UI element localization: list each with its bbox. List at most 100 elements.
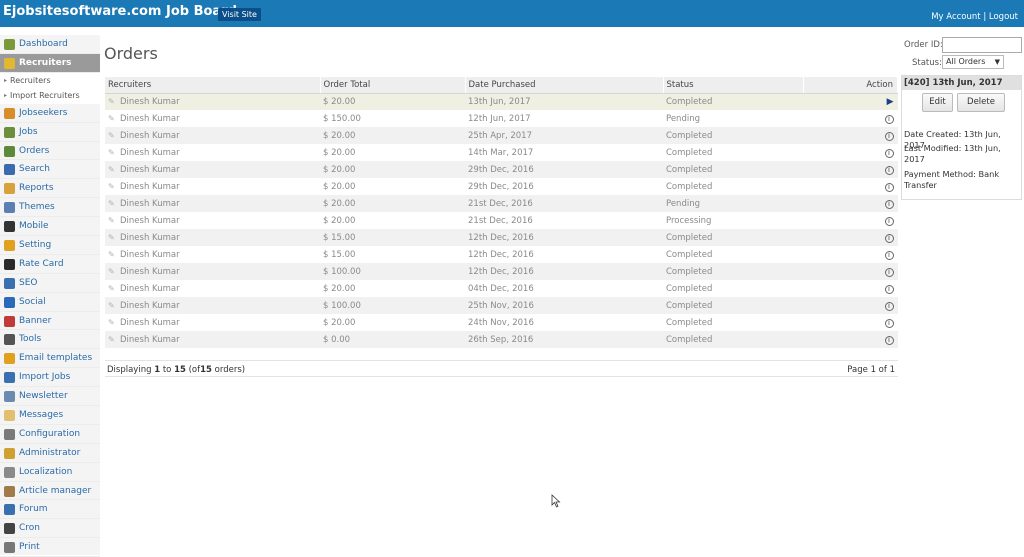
recruiter-name[interactable]: Dinesh Kumar xyxy=(120,249,180,260)
column-header-date-purchased[interactable]: Date Purchased xyxy=(465,77,664,94)
sidebar-item-jobseekers[interactable]: Jobseekers xyxy=(0,104,100,123)
sidebar-item-reports[interactable]: Reports xyxy=(0,179,100,199)
edit-recruiter-icon[interactable]: ✎ xyxy=(108,97,115,107)
column-header-status[interactable]: Status xyxy=(663,77,804,94)
sidebar-item-setting[interactable]: Setting xyxy=(0,236,100,255)
edit-button[interactable]: Edit xyxy=(922,93,953,112)
recruiter-name[interactable]: Dinesh Kumar xyxy=(120,300,180,311)
table-row[interactable]: ✎ Dinesh Kumar $ 150.00 12th Jun, 2017 Pendi… xyxy=(105,110,898,127)
sidebar-item-banner[interactable]: Banner xyxy=(0,312,100,331)
sidebar-item-orders[interactable]: Orders xyxy=(0,142,100,161)
table-row[interactable]: ✎ Dinesh Kumar $ 20.00 14th Mar, 2017 Comple… xyxy=(105,144,898,161)
sidebar-item-themes[interactable]: Themes xyxy=(0,198,100,218)
info-icon[interactable]: i xyxy=(884,148,894,158)
info-icon[interactable]: i xyxy=(884,301,894,311)
sidebar-item-seo[interactable]: SEO xyxy=(0,274,100,293)
edit-recruiter-icon[interactable]: ✎ xyxy=(108,182,115,191)
edit-recruiter-icon[interactable]: ✎ xyxy=(108,284,115,293)
sidebar-item-tools[interactable]: Tools xyxy=(0,330,100,350)
edit-recruiter-icon[interactable]: ✎ xyxy=(108,114,115,123)
sidebar-item-configuration[interactable]: Configuration xyxy=(0,425,100,444)
table-row[interactable]: ✎ Dinesh Kumar $ 20.00 21st Dec, 2016 Pendin… xyxy=(105,195,898,212)
edit-recruiter-icon[interactable]: ✎ xyxy=(108,335,115,344)
recruiter-name[interactable]: Dinesh Kumar xyxy=(120,198,180,209)
table-row[interactable]: ✎ Dinesh Kumar $ 20.00 24th Nov, 2016 Comple… xyxy=(105,314,898,331)
info-icon[interactable]: i xyxy=(884,216,894,226)
edit-recruiter-icon[interactable]: ✎ xyxy=(108,199,115,208)
sidebar-item-email-templates[interactable]: Email templates xyxy=(0,349,100,369)
site-title[interactable]: Ejobsitesoftware.com Job Board xyxy=(3,4,237,19)
table-row[interactable]: ✎ Dinesh Kumar $ 100.00 25th Nov, 2016 Compl… xyxy=(105,297,898,314)
sidebar-item-dashboard[interactable]: Dashboard xyxy=(0,35,100,54)
recruiter-name[interactable]: Dinesh Kumar xyxy=(120,147,180,158)
sidebar-subitem-import-recruiters[interactable]: Import Recruiters xyxy=(0,88,100,104)
edit-recruiter-icon[interactable]: ✎ xyxy=(108,250,115,259)
edit-recruiter-icon[interactable]: ✎ xyxy=(108,131,115,140)
column-header-order-total[interactable]: Order Total xyxy=(320,77,466,94)
delete-button[interactable]: Delete xyxy=(957,93,1005,112)
order-id-input[interactable] xyxy=(942,37,1022,53)
edit-recruiter-icon[interactable]: ✎ xyxy=(108,301,115,310)
sidebar-item-search[interactable]: Search xyxy=(0,160,100,180)
table-row[interactable]: ✎ Dinesh Kumar $ 15.00 12th Dec, 2016 Comple… xyxy=(105,246,898,263)
sidebar-item-rate-card[interactable]: Rate Card xyxy=(0,255,100,274)
info-icon[interactable]: i xyxy=(884,335,894,345)
edit-recruiter-icon[interactable]: ✎ xyxy=(108,318,115,327)
info-icon[interactable]: i xyxy=(884,114,894,124)
recruiter-name[interactable]: Dinesh Kumar xyxy=(120,266,180,277)
sidebar-item-jobs[interactable]: Jobs xyxy=(0,123,100,142)
recruiter-name[interactable]: Dinesh Kumar xyxy=(120,317,180,328)
edit-recruiter-icon[interactable]: ✎ xyxy=(108,267,115,276)
sidebar-item-cron[interactable]: Cron xyxy=(0,519,100,539)
recruiter-name[interactable]: Dinesh Kumar xyxy=(120,181,180,192)
sidebar-item-article-manager[interactable]: Article manager xyxy=(0,482,100,501)
recruiter-name[interactable]: Dinesh Kumar xyxy=(120,164,180,175)
edit-recruiter-icon[interactable]: ✎ xyxy=(108,216,115,225)
sidebar-item-social[interactable]: Social xyxy=(0,293,100,312)
my-account-link[interactable]: My Account xyxy=(931,12,981,22)
info-icon[interactable]: i xyxy=(884,165,894,175)
logout-link[interactable]: Logout xyxy=(988,12,1018,22)
sidebar-item-forum[interactable]: Forum xyxy=(0,500,100,520)
sidebar-item-mobile[interactable]: Mobile xyxy=(0,217,100,237)
recruiter-name[interactable]: Dinesh Kumar xyxy=(120,232,180,243)
recruiter-name[interactable]: Dinesh Kumar xyxy=(120,283,180,294)
edit-recruiter-icon[interactable]: ✎ xyxy=(108,165,115,174)
sidebar-item-import-jobs[interactable]: Import Jobs xyxy=(0,368,100,388)
visit-site-button[interactable]: Visit Site xyxy=(218,8,261,21)
info-icon[interactable]: i xyxy=(884,199,894,209)
sidebar-item-localization[interactable]: Localization xyxy=(0,463,100,482)
column-header-recruiters[interactable]: Recruiters xyxy=(105,77,321,94)
edit-recruiter-icon[interactable]: ✎ xyxy=(108,148,115,157)
info-icon[interactable]: i xyxy=(884,233,894,243)
table-row[interactable]: ✎ Dinesh Kumar $ 20.00 29th Dec, 2016 Comple… xyxy=(105,161,898,178)
table-row[interactable]: ✎ Dinesh Kumar $ 20.00 04th Dec, 2016 Comple… xyxy=(105,280,898,297)
table-row[interactable]: ✎ Dinesh Kumar $ 20.00 13th Jun, 2017 Comple… xyxy=(105,93,898,110)
recruiter-name[interactable]: Dinesh Kumar xyxy=(120,96,180,107)
table-row[interactable]: ✎ Dinesh Kumar $ 20.00 29th Dec, 2016 Comple… xyxy=(105,178,898,195)
recruiter-name[interactable]: Dinesh Kumar xyxy=(120,334,180,345)
table-row[interactable]: ✎ Dinesh Kumar $ 15.00 12th Dec, 2016 Comple… xyxy=(105,229,898,246)
recruiter-name[interactable]: Dinesh Kumar xyxy=(120,215,180,226)
edit-recruiter-icon[interactable]: ✎ xyxy=(108,233,115,242)
play-icon[interactable]: ▶ xyxy=(886,96,894,107)
info-icon[interactable]: i xyxy=(884,131,894,141)
recruiter-name[interactable]: Dinesh Kumar xyxy=(120,113,180,124)
sidebar-item-recruiters[interactable]: Recruiters xyxy=(0,53,100,73)
table-row[interactable]: ✎ Dinesh Kumar $ 0.00 26th Sep, 2016 Complet… xyxy=(105,331,898,348)
info-icon[interactable]: i xyxy=(884,284,894,294)
table-row[interactable]: ✎ Dinesh Kumar $ 100.00 12th Dec, 2016 Compl… xyxy=(105,263,898,280)
sidebar-item-newsletter[interactable]: Newsletter xyxy=(0,387,100,407)
info-icon[interactable]: i xyxy=(884,267,894,277)
info-icon[interactable]: i xyxy=(884,182,894,192)
sidebar-item-messages[interactable]: Messages xyxy=(0,406,100,425)
sidebar-subitem-recruiters[interactable]: Recruiters xyxy=(0,72,100,89)
sidebar-item-administrator[interactable]: Administrator xyxy=(0,444,100,463)
table-row[interactable]: ✎ Dinesh Kumar $ 20.00 21st Dec, 2016 Proces… xyxy=(105,212,898,229)
sidebar-item-print[interactable]: Print xyxy=(0,538,100,557)
recruiter-name[interactable]: Dinesh Kumar xyxy=(120,130,180,141)
status-select[interactable]: All Orders ▼ xyxy=(942,55,1004,69)
table-row[interactable]: ✎ Dinesh Kumar $ 20.00 25th Apr, 2017 Comple… xyxy=(105,127,898,144)
info-icon[interactable]: i xyxy=(884,318,894,328)
info-icon[interactable]: i xyxy=(884,250,894,260)
